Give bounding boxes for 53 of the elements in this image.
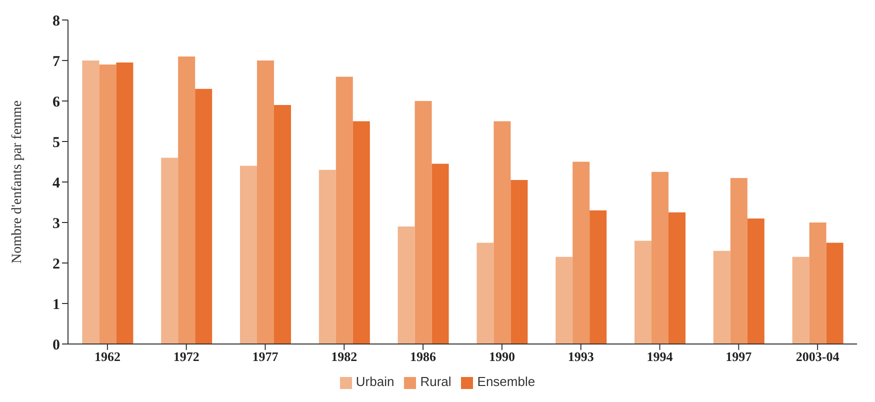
legend-label: Ensemble bbox=[477, 374, 536, 389]
legend-label: Urbain bbox=[356, 374, 394, 389]
bar bbox=[713, 250, 730, 344]
bar bbox=[494, 121, 511, 344]
bar bbox=[318, 170, 336, 344]
y-axis-title: Nombre d'enfants par femme bbox=[10, 100, 25, 264]
bar bbox=[195, 88, 212, 344]
y-tick-label: 5 bbox=[52, 134, 60, 151]
bar bbox=[240, 166, 257, 344]
y-tick-label: 1 bbox=[52, 296, 60, 313]
bar bbox=[556, 256, 573, 344]
bar bbox=[826, 242, 844, 344]
bar bbox=[792, 256, 810, 344]
bar bbox=[336, 76, 353, 344]
bar bbox=[634, 240, 652, 344]
bar bbox=[730, 178, 748, 344]
x-tick-label: 1962 bbox=[94, 349, 120, 364]
y-tick-label: 6 bbox=[52, 94, 60, 110]
y-tick-label: 7 bbox=[52, 54, 60, 70]
bar bbox=[82, 60, 100, 344]
bar bbox=[510, 180, 528, 344]
y-tick-label: 8 bbox=[52, 13, 60, 30]
x-tick-label: 1993 bbox=[568, 349, 594, 364]
legend-label: Rural bbox=[420, 374, 452, 389]
y-tick-label: 3 bbox=[52, 216, 60, 232]
bar bbox=[572, 162, 590, 344]
bar bbox=[652, 172, 668, 344]
bar bbox=[414, 101, 432, 344]
bar bbox=[668, 212, 686, 344]
bar bbox=[99, 64, 116, 344]
bar bbox=[274, 105, 291, 344]
y-tick-label: 4 bbox=[52, 175, 60, 192]
x-tick-label: 1994 bbox=[646, 349, 674, 364]
bar bbox=[476, 242, 494, 344]
y-tick-label: 0 bbox=[52, 337, 60, 354]
bar bbox=[809, 222, 826, 344]
x-tick-label: 1972 bbox=[173, 349, 200, 364]
x-tick-label: 1997 bbox=[726, 349, 752, 364]
bar bbox=[590, 210, 607, 344]
y-tick-label: 2 bbox=[52, 256, 60, 272]
x-tick-label: 2003-04 bbox=[796, 349, 840, 364]
x-tick-label: 1990 bbox=[488, 349, 515, 364]
bar bbox=[747, 218, 764, 344]
bar bbox=[352, 121, 370, 344]
bar bbox=[161, 158, 178, 344]
bar bbox=[432, 164, 449, 344]
bar bbox=[257, 60, 274, 344]
bar bbox=[178, 56, 196, 344]
bar bbox=[398, 226, 415, 344]
x-tick-label: 1982 bbox=[331, 349, 358, 364]
x-tick-label: 1977 bbox=[252, 349, 279, 364]
x-tick-label: 1986 bbox=[410, 349, 437, 364]
bar bbox=[116, 62, 134, 344]
